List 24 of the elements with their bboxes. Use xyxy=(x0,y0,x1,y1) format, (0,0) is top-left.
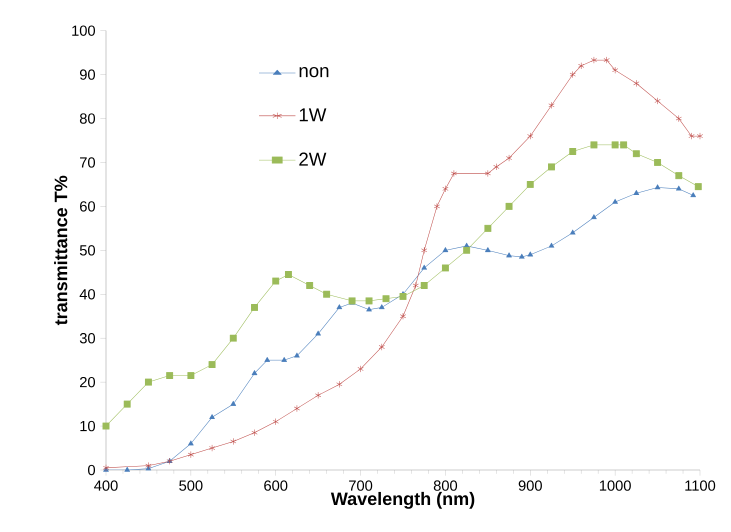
x-tick-label: 1000 xyxy=(600,480,631,491)
y-tick-label: 60 xyxy=(80,201,96,212)
x-tick-label: 600 xyxy=(264,480,288,491)
x-tick-label: 900 xyxy=(518,480,542,491)
legend-label: non xyxy=(300,67,328,78)
y-tick-label: 70 xyxy=(80,157,96,168)
x-tick-label: 700 xyxy=(349,480,372,491)
x-tick-label: 500 xyxy=(179,480,203,491)
y-tick-label: 30 xyxy=(80,333,96,344)
y-tick-label: 20 xyxy=(80,376,96,388)
x-tick-label: 400 xyxy=(94,480,118,491)
y-axis-title: transmittance T% xyxy=(54,176,68,326)
x-axis-title: Wavelength (nm) xyxy=(330,492,474,509)
y-tick-label: 10 xyxy=(80,420,96,432)
x-tick-label: 1100 xyxy=(685,480,716,491)
y-tick-label: 90 xyxy=(80,69,96,80)
y-tick-label: 0 xyxy=(88,464,96,476)
y-tick-label: 50 xyxy=(80,245,96,256)
x-tick-label: 800 xyxy=(434,480,458,491)
legend-label: 2W xyxy=(299,152,326,166)
legend-label: 1W xyxy=(300,108,326,122)
y-tick-label: 40 xyxy=(80,289,96,300)
y-tick-label: 80 xyxy=(80,113,96,124)
y-tick-label: 100 xyxy=(72,25,96,36)
